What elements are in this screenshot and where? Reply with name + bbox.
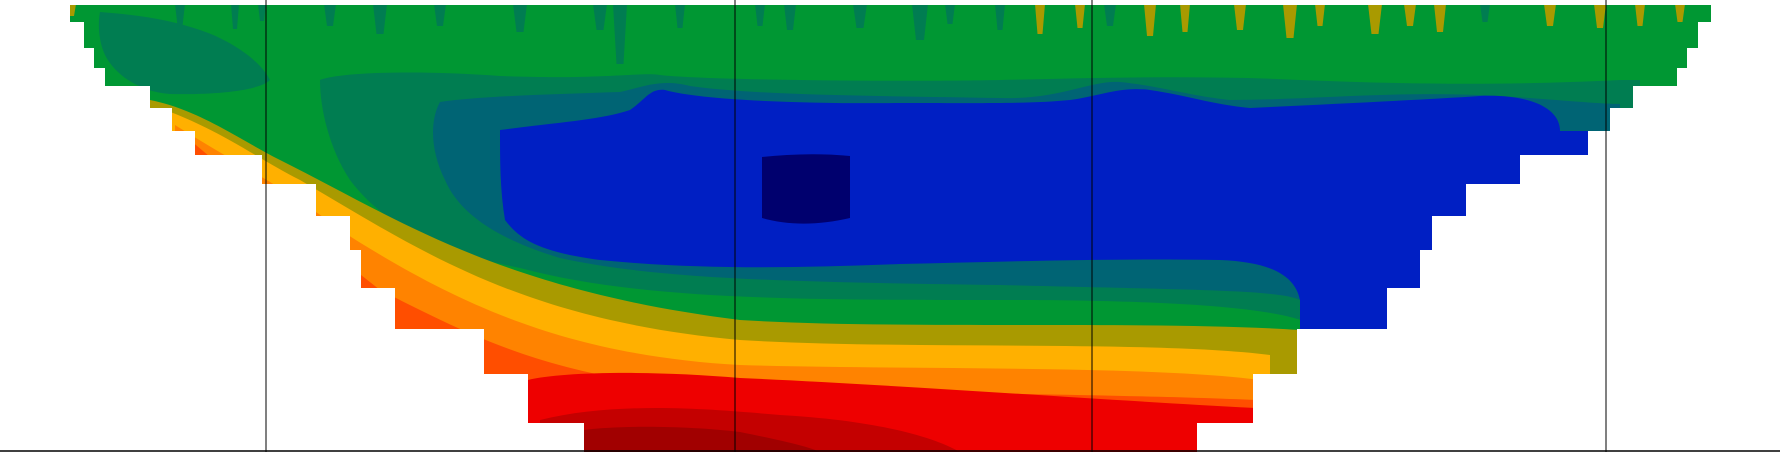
surface-spike-20 [1144, 5, 1156, 36]
surface-spike-7 [513, 5, 527, 32]
contour-band-1 [500, 89, 1588, 329]
surface-spike-8 [593, 5, 607, 30]
surface-spike-18 [1075, 5, 1085, 28]
surface-spike-17 [1035, 5, 1045, 34]
surface-spike-15 [945, 5, 955, 24]
surface-spike-23 [1283, 5, 1297, 38]
surface-spike-6 [434, 5, 446, 26]
surface-spike-4 [324, 5, 336, 26]
surface-spike-27 [1434, 5, 1446, 32]
surface-spike-24 [1315, 5, 1325, 26]
surface-spike-3 [258, 5, 266, 21]
contour-band-3 [98, 12, 271, 95]
surface-spike-10 [675, 5, 685, 28]
surface-spike-26 [1404, 5, 1416, 26]
surface-spike-12 [784, 5, 796, 30]
surface-spike-19 [1104, 5, 1116, 26]
surface-spike-1 [175, 5, 185, 26]
surface-spike-29 [1544, 5, 1556, 26]
surface-spike-25 [1368, 5, 1382, 34]
surface-spike-14 [912, 5, 928, 40]
surface-spike-22 [1234, 5, 1246, 30]
surface-spike-5 [373, 5, 387, 34]
surface-spike-21 [1180, 5, 1190, 32]
surface-spike-0 [70, 5, 76, 16]
surface-spike-11 [755, 5, 765, 26]
surface-spike-2 [231, 5, 239, 29]
surface-spike-13 [853, 5, 867, 28]
surface-spike-31 [1635, 5, 1645, 26]
surface-spike-32 [1675, 5, 1685, 22]
contour-band-11 [584, 426, 820, 452]
surface-spike-9 [613, 5, 627, 64]
surface-spike-30 [1594, 5, 1606, 28]
contour-band-0 [762, 154, 850, 224]
surface-spike-28 [1480, 5, 1490, 22]
surface-spike-16 [995, 5, 1005, 30]
